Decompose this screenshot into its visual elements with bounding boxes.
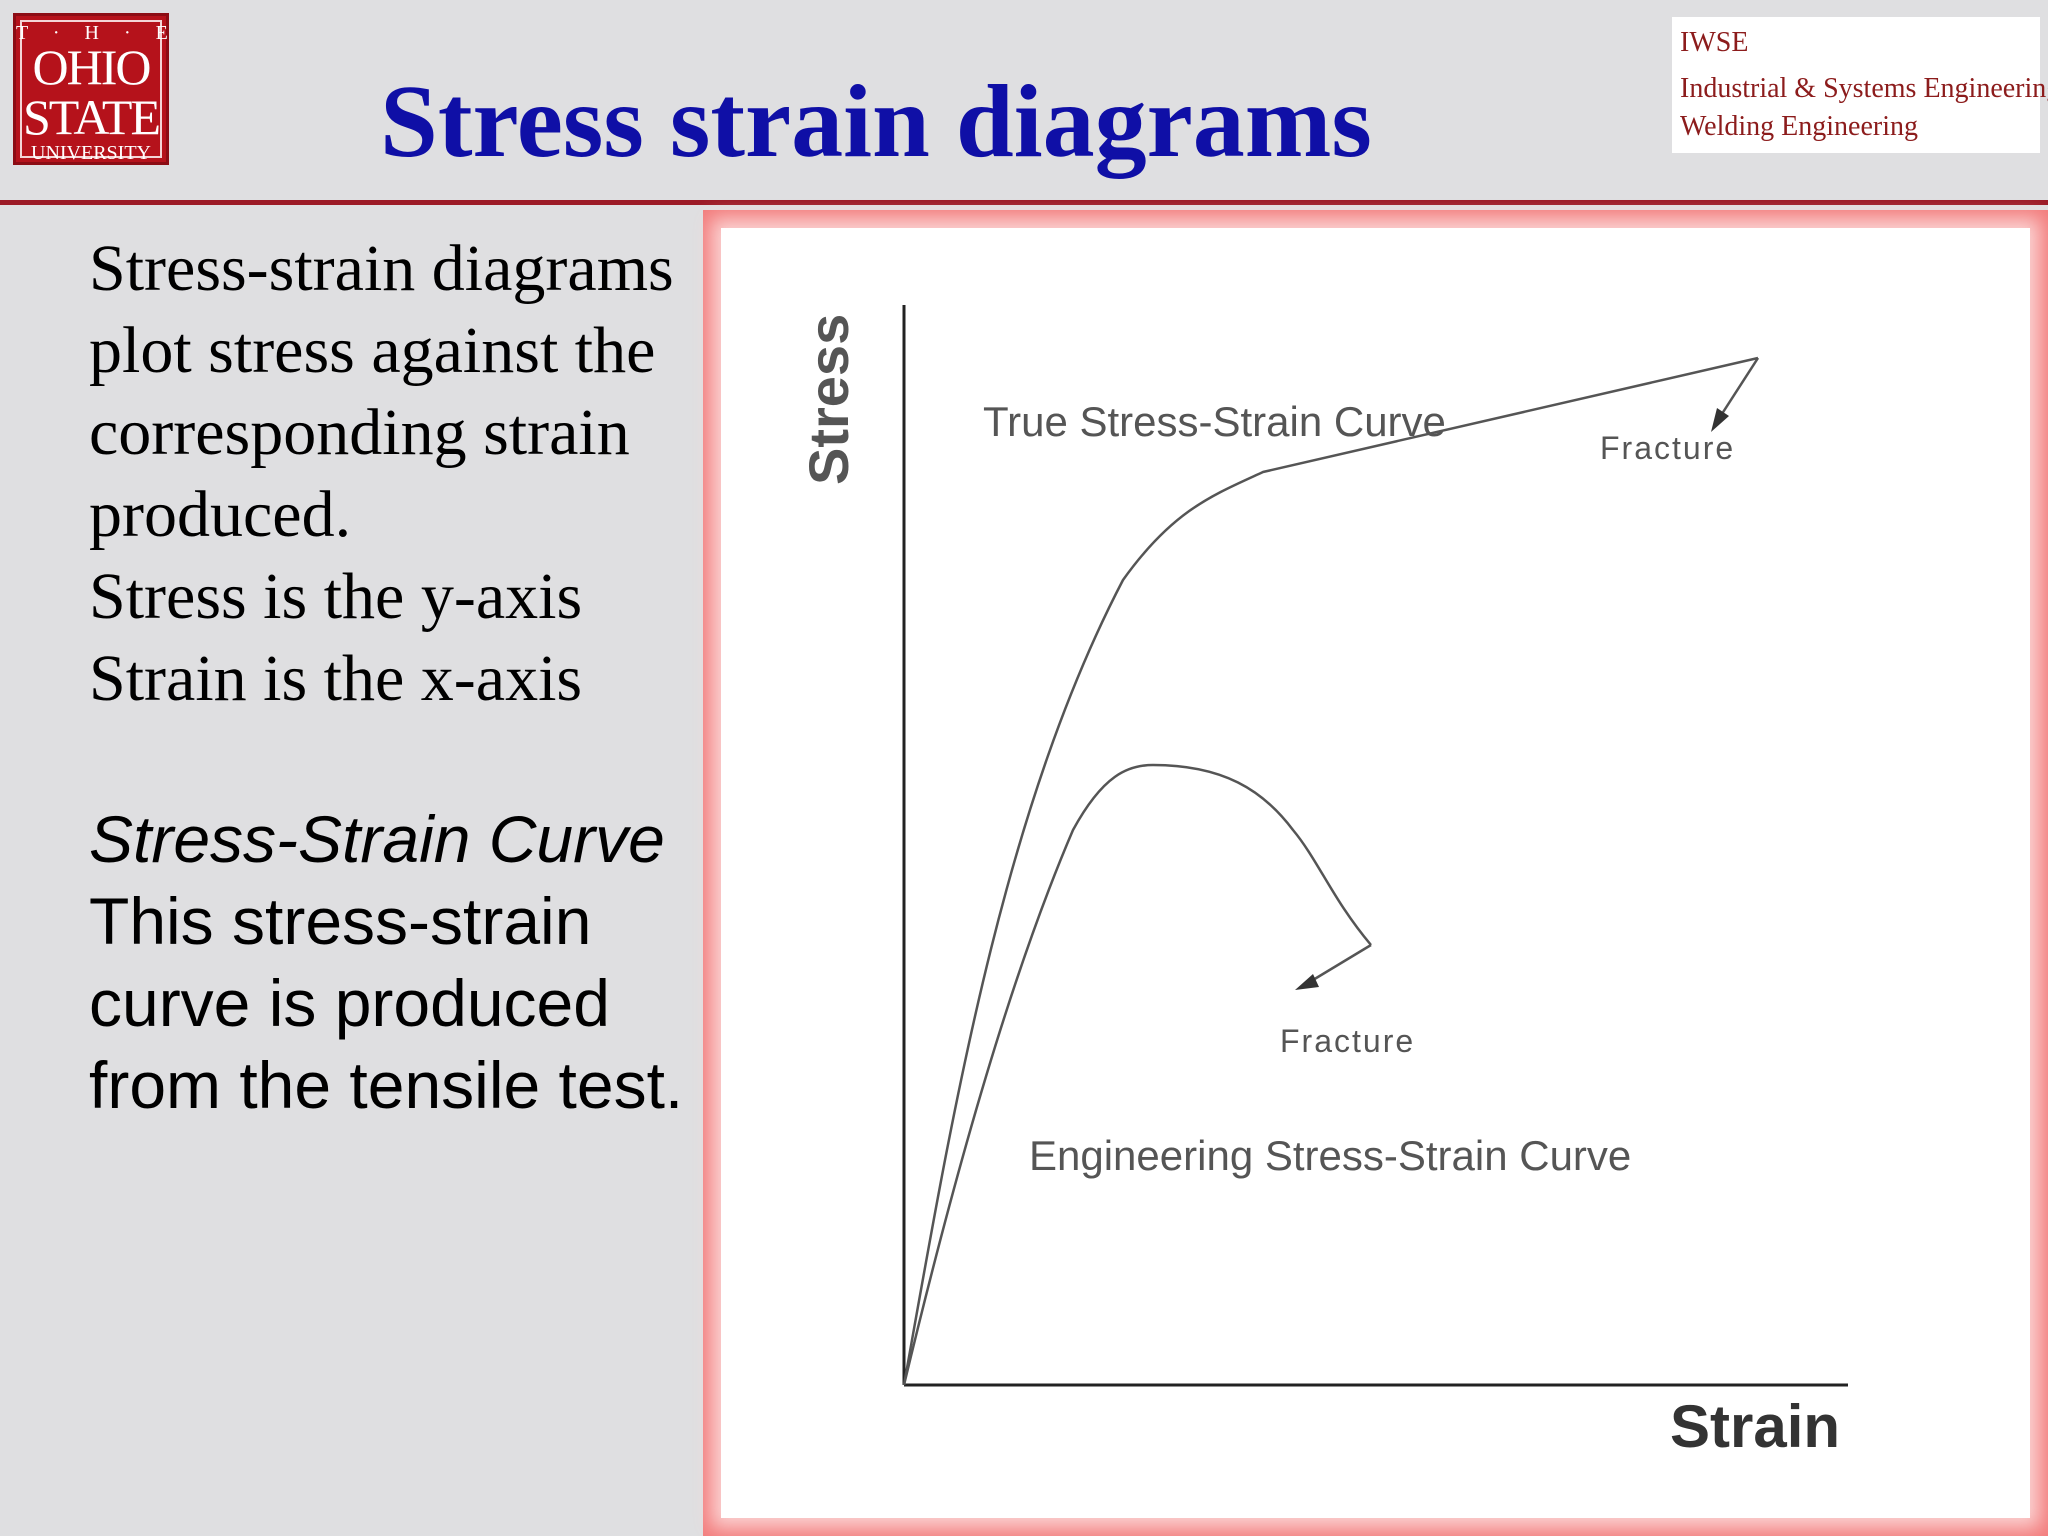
logo-university: UNIVERSITY [31,142,151,164]
logo-the: T · H · E [16,22,178,44]
diagram-canvas [721,228,2030,1518]
true-fracture-arrow-line [1716,357,1760,421]
stress-strain-diagram: Stress Strain True Stress-Strain Curve F… [797,305,1848,1460]
true-curve-label: True Stress-Strain Curve [983,398,1446,445]
engineering-fracture-label: Fracture [1280,1023,1415,1059]
iwse-line-2: Industrial & Systems Engineering [1680,73,2048,104]
body-line: plot stress against the [89,314,656,387]
ohio-state-university-logo: T · H · E OHIO STATE UNIVERSITY [13,13,169,165]
logo-ohio: OHIO [32,39,152,95]
iwse-line-3: Welding Engineering [1680,111,1919,142]
true-fracture-label: Fracture [1600,430,1735,466]
engineering-curve-label: Engineering Stress-Strain Curve [1029,1132,1631,1179]
x-axis-label: Strain [1670,1393,1840,1460]
body-text: Stress-strain diagrams plot stress again… [89,228,709,1126]
logo-state: STATE [23,89,161,145]
body-line: corresponding strain [89,396,630,469]
body-line: Stress is the y-axis [89,560,583,633]
slide-title: Stress strain diagrams [380,64,1372,179]
iwse-department-box: IWSE Industrial & Systems Engineering We… [1672,17,2048,153]
y-axis-label: Stress [797,314,860,485]
body-line: from the tensile test. [89,1048,684,1122]
body-line: produced. [89,478,352,551]
iwse-line-1: IWSE [1680,27,1749,58]
diagram-panel: Stress Strain True Stress-Strain Curve F… [703,210,2048,1536]
logo-inner-border [20,20,162,158]
true-stress-strain-curve [902,356,1759,1386]
header-divider [0,200,2048,205]
body-line: Strain is the x-axis [89,642,583,715]
body-line: This stress-strain [89,884,592,958]
true-fracture-arrowhead [1711,408,1729,432]
engineering-fracture-arrowhead [1295,974,1319,990]
body-heading: Stress-Strain Curve [89,802,665,876]
engineering-fracture-arrow-line [1307,943,1372,985]
paragraph-gap [89,720,709,798]
body-line: Stress-strain diagrams [89,232,674,305]
body-line: curve is produced [89,966,610,1040]
engineering-stress-strain-curve [902,763,1372,1386]
